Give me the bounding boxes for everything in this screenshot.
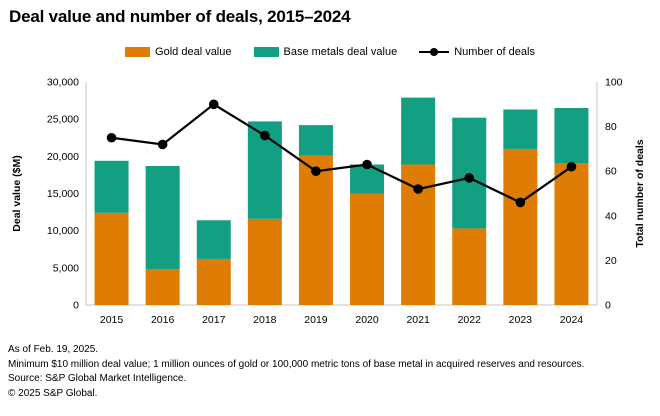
combo-chart: 0 5,000 10,000 15,000 20,000 25,000 30,000 0 20 4… <box>11 77 646 327</box>
x-tick-label: 2021 <box>406 314 430 326</box>
deals-marker-2017 <box>208 99 219 110</box>
bar-segment-gold-deal-value-2015 <box>94 212 129 305</box>
legend-label-number-of-deals: Number of deals <box>454 46 535 58</box>
chart-title: Deal value and number of deals, 2015–202… <box>9 7 351 26</box>
x-tick-label: 2022 <box>458 314 482 326</box>
footnote-criteria: Minimum $10 million deal value; 1 millio… <box>8 358 585 370</box>
marker-dot-icon <box>430 48 439 56</box>
deals-marker-2020 <box>362 159 372 170</box>
bar-segment-gold-deal-value-2020 <box>350 193 385 305</box>
right-tick-label: 0 <box>605 300 611 312</box>
left-tick-label: 15,000 <box>47 188 79 200</box>
x-tick-label: 2023 <box>509 314 533 326</box>
deals-marker-2023 <box>515 197 526 208</box>
legend-label-gold: Gold deal value <box>155 46 232 58</box>
deals-marker-2016 <box>157 139 168 150</box>
bar-segment-gold-deal-value-2022 <box>452 228 487 305</box>
line-marker-icon <box>419 48 450 56</box>
bar-segment-gold-deal-value-2023 <box>503 148 538 305</box>
x-tick-label: 2016 <box>151 314 175 326</box>
bar-segment-base-metals-deal-value-2023 <box>503 109 538 149</box>
footnotes: As of Feb. 19, 2025. Minimum $10 million… <box>8 343 656 401</box>
x-tick-label: 2017 <box>202 314 226 326</box>
left-tick-label: 25,000 <box>47 114 79 126</box>
bar-segment-gold-deal-value-2024 <box>554 163 589 305</box>
deals-marker-2015 <box>106 132 117 143</box>
left-axis-title: Deal value ($M) <box>11 155 23 231</box>
deals-marker-2018 <box>260 130 270 141</box>
right-tick-label: 40 <box>605 210 617 222</box>
bar-segment-base-metals-deal-value-2016 <box>145 165 180 270</box>
right-tick-label: 60 <box>605 166 617 178</box>
bar-segment-base-metals-deal-value-2021 <box>401 97 436 165</box>
right-tick-label: 100 <box>605 77 623 89</box>
bar-segment-base-metals-deal-value-2024 <box>554 108 589 164</box>
base-metals-swatch-icon <box>253 47 279 57</box>
left-tick-label: 20,000 <box>47 151 79 163</box>
chart-legend: Gold deal value Base metals deal value N… <box>0 46 660 58</box>
x-tick-label: 2015 <box>100 314 124 326</box>
right-tick-label: 20 <box>605 255 617 267</box>
bar-segment-base-metals-deal-value-2022 <box>452 117 487 229</box>
footnote-source: Source: S&P Global Market Intelligence. <box>8 373 187 384</box>
legend-item-base-metals: Base metals deal value <box>253 46 398 58</box>
deals-marker-2021 <box>413 184 423 194</box>
bar-segment-base-metals-deal-value-2015 <box>94 160 129 213</box>
deals-marker-2019 <box>311 166 321 176</box>
right-axis-title: Total number of deals <box>634 139 646 247</box>
deals-marker-2024 <box>566 161 577 172</box>
footnote-copyright: © 2025 S&P Global. <box>8 387 98 399</box>
footnote-as-of: As of Feb. 19, 2025. <box>8 344 99 355</box>
bar-segment-base-metals-deal-value-2017 <box>196 220 231 259</box>
legend-label-base-metals: Base metals deal value <box>283 46 398 58</box>
left-tick-label: 30,000 <box>47 77 79 89</box>
bar-segment-gold-deal-value-2016 <box>145 269 180 305</box>
bar-segment-gold-deal-value-2017 <box>196 258 231 305</box>
x-tick-label: 2024 <box>560 314 584 326</box>
legend-item-gold: Gold deal value <box>125 46 232 58</box>
bar-segment-gold-deal-value-2019 <box>298 155 333 305</box>
bar-segment-gold-deal-value-2018 <box>247 218 282 305</box>
bar-segment-base-metals-deal-value-2019 <box>298 125 333 156</box>
deals-line <box>111 102 573 204</box>
x-tick-label: 2020 <box>355 314 379 326</box>
x-tick-label: 2019 <box>304 314 328 326</box>
left-tick-label: 10,000 <box>47 225 79 237</box>
right-tick-label: 80 <box>605 121 617 133</box>
x-tick-label: 2018 <box>253 314 277 326</box>
gold-swatch-icon <box>125 47 151 57</box>
legend-item-number-of-deals: Number of deals <box>419 46 535 58</box>
deals-marker-2022 <box>464 173 475 183</box>
left-tick-label: 5,000 <box>53 262 79 274</box>
left-tick-label: 0 <box>73 300 79 312</box>
